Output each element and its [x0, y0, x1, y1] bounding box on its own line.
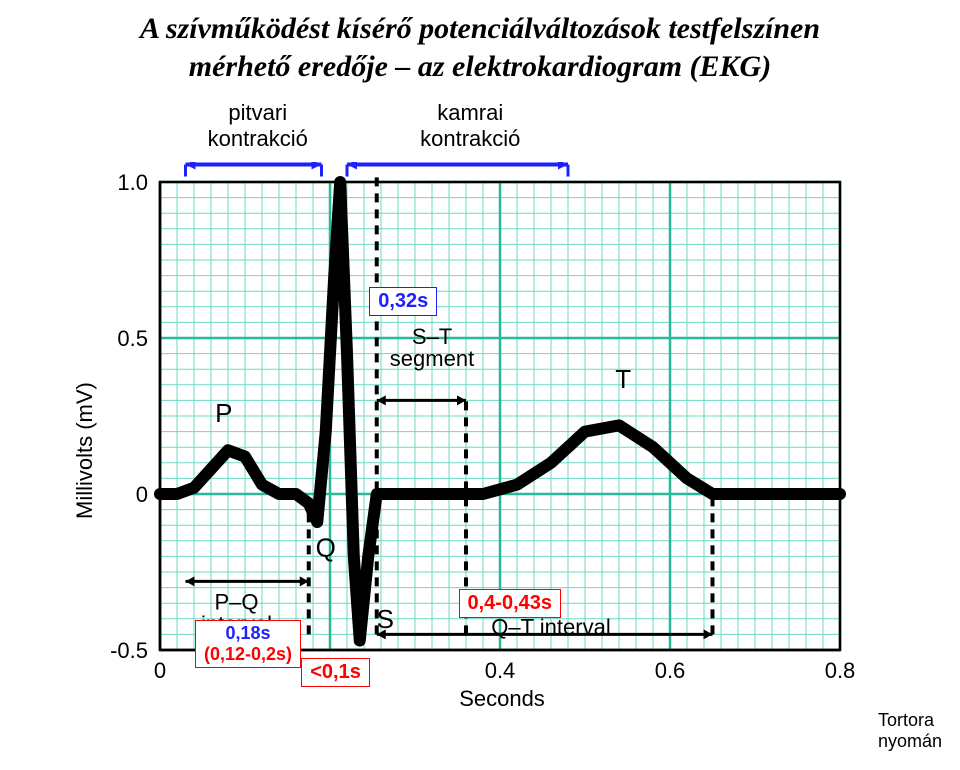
credit-text: Tortora nyomán — [878, 710, 942, 752]
svg-text:0.5: 0.5 — [117, 326, 148, 351]
annotation-box: 0,18s(0,12-0,2s) — [195, 620, 301, 668]
title-line1: A szívműködést kísérő potenciálváltozáso… — [140, 12, 820, 45]
credit-line1: Tortora — [878, 710, 934, 730]
label-kamrai: kamrai kontrakció — [356, 100, 586, 152]
svg-text:0: 0 — [154, 658, 166, 683]
x-axis-title: Seconds — [459, 686, 545, 712]
svg-text:0: 0 — [136, 482, 148, 507]
svg-text:0.6: 0.6 — [655, 658, 686, 683]
svg-text:-0.5: -0.5 — [110, 638, 148, 663]
svg-text:T: T — [615, 364, 631, 394]
svg-text:Q: Q — [316, 532, 336, 562]
svg-text:0.8: 0.8 — [825, 658, 856, 683]
credit-line2: nyomán — [878, 731, 942, 751]
annotation-box: <0,1s — [301, 658, 370, 687]
svg-text:1.0: 1.0 — [117, 170, 148, 195]
ekg-chart: 00.20.40.60.8-0.500.51.0PRQSTS–TsegmentP… — [100, 162, 860, 712]
annotation-box: 0,32s — [369, 287, 437, 316]
annotation-box: 0,4-0,43s — [459, 589, 562, 618]
title-line2: mérhető eredője – az elektrokardiogram (… — [189, 50, 771, 83]
label-pitvari: pitvari kontrakció — [177, 100, 339, 152]
svg-text:0.4: 0.4 — [485, 658, 516, 683]
svg-text:P: P — [215, 398, 232, 428]
page-title: A szívműködést kísérő potenciálváltozáso… — [0, 0, 960, 85]
svg-text:S: S — [377, 604, 394, 634]
y-axis-title: Millivolts (mV) — [72, 382, 98, 519]
